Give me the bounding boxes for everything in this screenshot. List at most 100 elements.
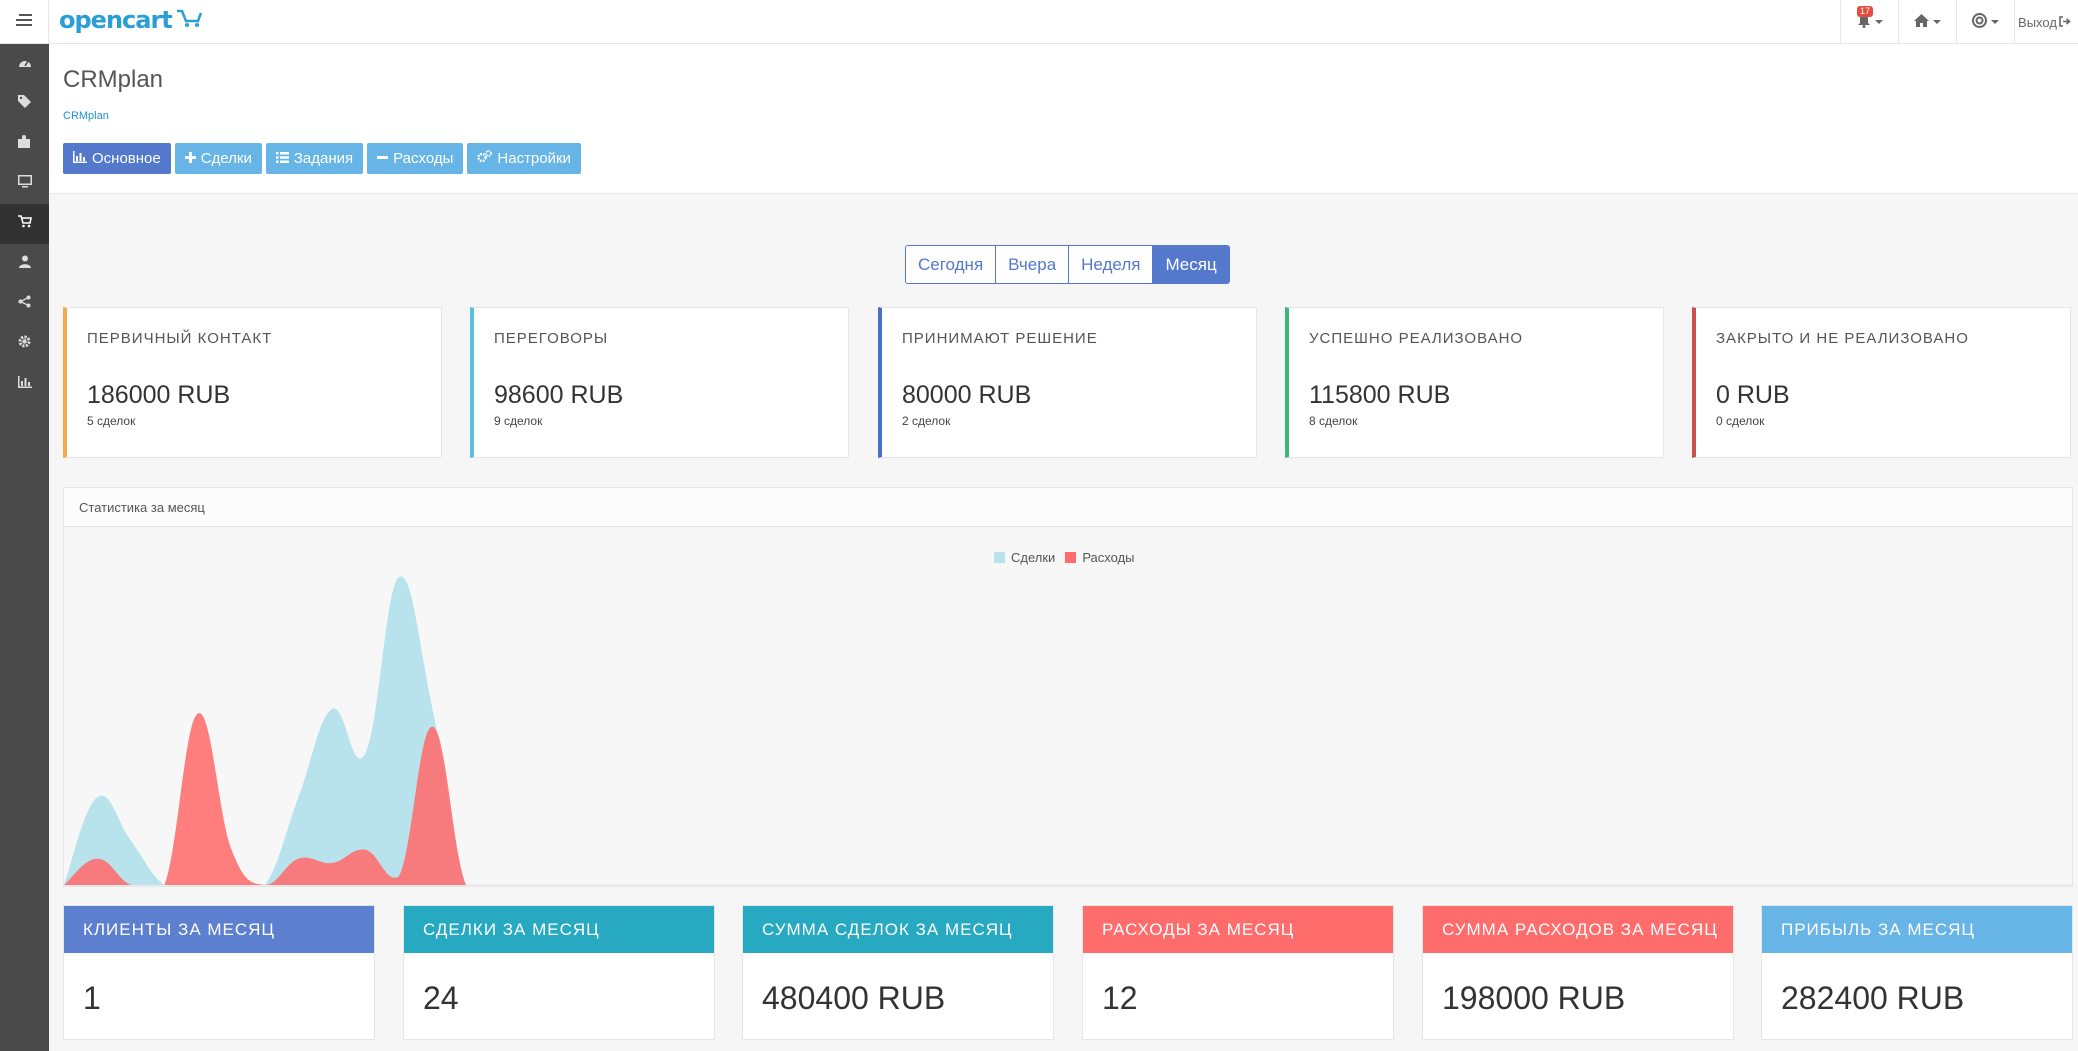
- summary-deals-sum: Сумма сделок за месяц 480400 RUB: [742, 905, 1054, 1040]
- stage-amount: 186000 RUB: [87, 381, 231, 409]
- summary-value: 1: [83, 980, 101, 1016]
- plus-icon: [184, 150, 201, 167]
- sidebar-item-system[interactable]: [0, 324, 49, 364]
- stage-count: 9 сделок: [494, 414, 543, 428]
- desktop-icon: [17, 175, 32, 193]
- summary-value: 198000 RUB: [1442, 980, 1626, 1016]
- chart-panel-heading: Статистика за месяц: [64, 488, 2072, 527]
- stage-amount: 80000 RUB: [902, 381, 1032, 409]
- cog-icon: [18, 335, 31, 353]
- stage-title: Принимают решение: [902, 330, 1098, 347]
- caret-icon: [1933, 20, 1941, 24]
- share-icon: [18, 295, 31, 313]
- summary-value: 12: [1102, 980, 1138, 1016]
- logout-link[interactable]: Выход: [2014, 0, 2078, 44]
- legend-item-expenses[interactable]: Расходы: [1065, 550, 1135, 565]
- summary-title: Сумма расходов за месяц: [1423, 906, 1733, 953]
- summary-title: Клиенты за месяц: [64, 906, 374, 953]
- period-today-button[interactable]: Сегодня: [906, 246, 997, 283]
- tab-main[interactable]: Основное: [63, 143, 171, 174]
- summary-value: 282400 RUB: [1781, 980, 1965, 1016]
- summary-expenses: Расходы за месяц 12: [1082, 905, 1394, 1040]
- period-month-button[interactable]: Месяц: [1153, 246, 1229, 283]
- stage-count: 0 сделок: [1716, 414, 1765, 428]
- legend-item-deals[interactable]: Сделки: [994, 550, 1055, 565]
- sidebar-item-design[interactable]: [0, 164, 49, 204]
- caret-icon: [1991, 20, 1999, 24]
- opencart-logo[interactable]: opencart: [59, 6, 202, 34]
- top-header: opencart 17 Выход: [0, 0, 2078, 44]
- menu-toggle-button[interactable]: [0, 0, 49, 44]
- summary-profit: Прибыль за месяц 282400 RUB: [1761, 905, 2073, 1040]
- area-chart: [64, 576, 2072, 886]
- period-yesterday-button[interactable]: Вчера: [996, 246, 1070, 283]
- stage-count: 5 сделок: [87, 414, 136, 428]
- stage-card-decision: Принимают решение 80000 RUB 2 сделок: [878, 307, 1257, 458]
- legend-label: Расходы: [1082, 550, 1135, 565]
- stage-amount: 115800 RUB: [1309, 381, 1451, 409]
- stage-amount: 0 RUB: [1716, 381, 1790, 409]
- summary-title: Расходы за месяц: [1083, 906, 1393, 953]
- minus-icon: [377, 150, 393, 167]
- store-dropdown[interactable]: [1898, 0, 1956, 44]
- series-area-deals: [64, 576, 734, 885]
- bar-chart-icon: [17, 375, 32, 393]
- tab-deals[interactable]: Сделки: [174, 143, 262, 174]
- tab-tasks[interactable]: Задания: [265, 143, 364, 174]
- breadcrumb-link[interactable]: CRMplan: [63, 110, 109, 122]
- logo-cart-icon: [176, 6, 202, 34]
- period-week-button[interactable]: Неделя: [1069, 246, 1154, 283]
- stage-card-first-contact: Первичный контакт 186000 RUB 5 сделок: [63, 307, 442, 458]
- section-tabs: Основное Сделки Задания Расходы Настройк…: [63, 143, 581, 174]
- shopping-cart-icon: [17, 215, 32, 233]
- tags-icon: [17, 95, 32, 113]
- bar-chart-icon: [73, 150, 92, 167]
- summary-clients: Клиенты за месяц 1: [63, 905, 375, 1040]
- page-title: CRMplan: [63, 66, 164, 93]
- legend-label: Сделки: [1011, 550, 1056, 565]
- cogs-icon: [477, 150, 497, 167]
- chart-panel: Статистика за месяц Сделки Расходы: [63, 487, 2073, 887]
- sidebar-item-extensions[interactable]: [0, 124, 49, 164]
- list-icon: [275, 150, 294, 167]
- sidebar-item-dashboard[interactable]: [0, 44, 49, 84]
- period-selector: Сегодня Вчера Неделя Месяц: [905, 245, 1230, 284]
- sidebar-item-marketing[interactable]: [0, 284, 49, 324]
- summary-title: Сумма сделок за месяц: [743, 906, 1053, 953]
- summary-deals: Сделки за месяц 24: [403, 905, 715, 1040]
- summary-value: 24: [423, 980, 459, 1016]
- stage-title: Успешно реализовано: [1309, 330, 1524, 347]
- sidebar-item-catalog[interactable]: [0, 84, 49, 124]
- stage-title: Первичный контакт: [87, 330, 273, 347]
- series-area-expenses: [64, 713, 734, 885]
- chart-legend: Сделки Расходы: [994, 550, 1135, 565]
- user-icon: [18, 255, 31, 273]
- sign-out-icon: [2059, 15, 2071, 30]
- summary-title: Сделки за месяц: [404, 906, 714, 953]
- notifications-dropdown[interactable]: 17: [1840, 0, 1898, 44]
- puzzle-icon: [18, 135, 31, 153]
- stage-card-success: Успешно реализовано 115800 RUB 8 сделок: [1285, 307, 1664, 458]
- notification-badge: 17: [1857, 6, 1874, 17]
- stage-count: 8 сделок: [1309, 414, 1358, 428]
- logout-label: Выход: [2018, 14, 2057, 30]
- legend-swatch: [994, 552, 1005, 563]
- stage-count: 2 сделок: [902, 414, 951, 428]
- summary-expenses-sum: Сумма расходов за месяц 198000 RUB: [1422, 905, 1734, 1040]
- sidebar-item-sales[interactable]: [0, 204, 49, 244]
- summary-title: Прибыль за месяц: [1762, 906, 2072, 953]
- tab-label: Задания: [293, 150, 354, 167]
- sidebar-item-customers[interactable]: [0, 244, 49, 284]
- tab-label: Настройки: [497, 150, 571, 167]
- caret-icon: [1874, 20, 1883, 24]
- tab-expenses[interactable]: Расходы: [367, 143, 464, 174]
- stage-title: Закрыто и не реализовано: [1716, 330, 1969, 347]
- sidebar: [0, 44, 49, 1051]
- sidebar-item-reports[interactable]: [0, 364, 49, 404]
- tab-label: Расходы: [393, 150, 454, 167]
- summary-value: 480400 RUB: [762, 980, 946, 1016]
- menu-icon: [16, 13, 32, 31]
- tab-settings[interactable]: Настройки: [467, 143, 581, 174]
- stage-amount: 98600 RUB: [494, 381, 624, 409]
- help-dropdown[interactable]: [1956, 0, 2014, 44]
